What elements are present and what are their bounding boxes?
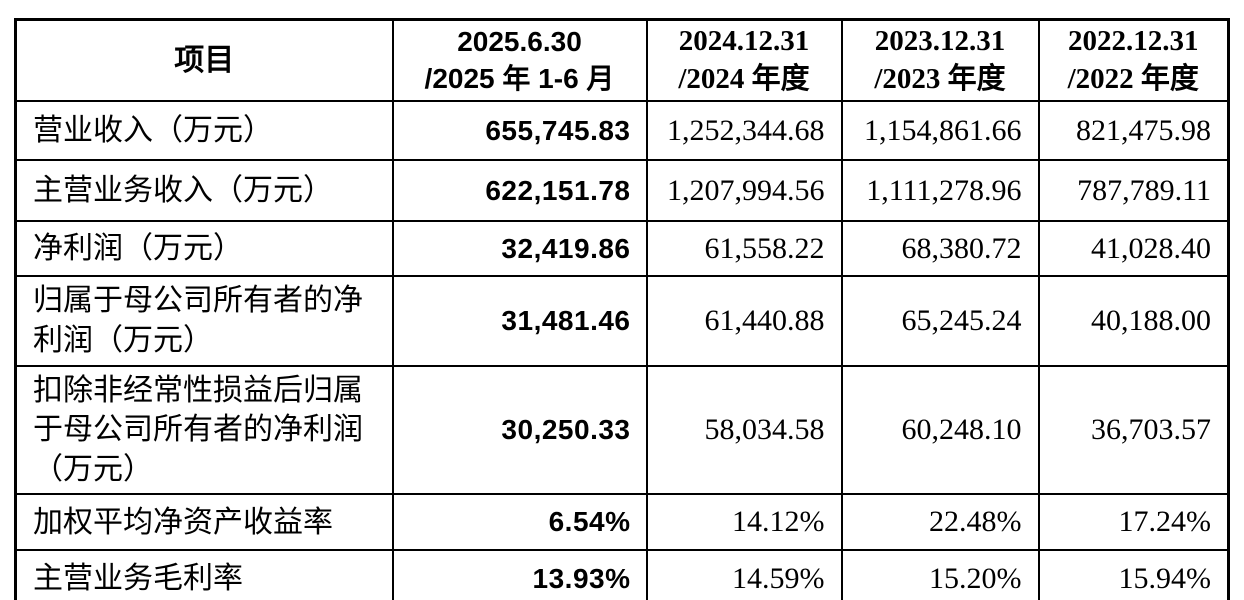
header-period-range: /2025 年 1-6 月 [424,62,615,94]
cell-value: 60,248.10 [840,364,1040,496]
cell-value: 787,789.11 [1037,159,1230,223]
cell-value: 1,111,278.96 [840,159,1040,223]
cell-value: 1,207,994.56 [645,159,843,223]
header-period-2023: 2023.12.31 /2023 年度 [840,18,1040,103]
cell-value: 30,250.33 [391,364,648,496]
header-period-2022: 2022.12.31 /2022 年度 [1037,18,1230,103]
cell-value: 6.54% [391,493,648,552]
table-row-operating-revenue: 营业收入（万元） 655,745.83 1,252,344.68 1,154,8… [14,100,1230,162]
cell-value: 68,380.72 [840,220,1040,278]
cell-value: 13.93% [391,549,648,600]
header-period-2024: 2024.12.31 /2024 年度 [645,18,843,103]
cell-value: 14.59% [645,549,843,600]
cell-value: 14.12% [645,493,843,552]
cell-value: 1,252,344.68 [645,100,843,162]
cell-value: 40,188.00 [1037,275,1230,367]
header-period-date: 2024.12.31 [678,25,810,57]
cell-value: 15.20% [840,549,1040,600]
cell-value: 61,440.88 [645,275,843,367]
financial-summary-table: 项目 2025.6.30 /2025 年 1-6 月 2024.12.31 /2… [14,18,1230,600]
header-period-date: 2025.6.30 [457,26,582,58]
cell-value: 41,028.40 [1037,220,1230,278]
row-label: 归属于母公司所有者的净利润（万元） [14,275,394,367]
header-period-2025: 2025.6.30 /2025 年 1-6 月 [391,18,648,103]
table-row-main-business-revenue: 主营业务收入（万元） 622,151.78 1,207,994.56 1,111… [14,159,1230,223]
row-label: 加权平均净资产收益率 [14,493,394,552]
cell-value: 15.94% [1037,549,1230,600]
cell-value: 31,481.46 [391,275,648,367]
cell-value: 58,034.58 [645,364,843,496]
cell-value: 17.24% [1037,493,1230,552]
cell-value: 32,419.86 [391,220,648,278]
header-period-date: 2023.12.31 [874,25,1006,57]
table-row-main-business-gross-margin: 主营业务毛利率 13.93% 14.59% 15.20% 15.94% [14,549,1230,600]
row-label: 营业收入（万元） [14,100,394,162]
row-label: 净利润（万元） [14,220,394,278]
cell-value: 61,558.22 [645,220,843,278]
row-label: 主营业务毛利率 [14,549,394,600]
row-label: 扣除非经常性损益后归属于母公司所有者的净利润（万元） [14,364,394,496]
header-period-date: 2022.12.31 [1068,25,1199,57]
header-period-range: /2024 年度 [678,62,810,95]
cell-value: 655,745.83 [391,100,648,162]
header-period-range: /2022 年度 [1067,62,1199,95]
table-row-net-profit-parent-excl-nonrecurring: 扣除非经常性损益后归属于母公司所有者的净利润（万元） 30,250.33 58,… [14,364,1230,496]
table-row-net-profit: 净利润（万元） 32,419.86 61,558.22 68,380.72 41… [14,220,1230,278]
header-item: 项目 [14,18,394,103]
row-label: 主营业务收入（万元） [14,159,394,223]
header-row: 项目 2025.6.30 /2025 年 1-6 月 2024.12.31 /2… [14,18,1230,103]
table-row-net-profit-parent: 归属于母公司所有者的净利润（万元） 31,481.46 61,440.88 65… [14,275,1230,367]
cell-value: 1,154,861.66 [840,100,1040,162]
cell-value: 821,475.98 [1037,100,1230,162]
cell-value: 36,703.57 [1037,364,1230,496]
table-row-weighted-avg-roe: 加权平均净资产收益率 6.54% 14.12% 22.48% 17.24% [14,493,1230,552]
cell-value: 622,151.78 [391,159,648,223]
cell-value: 65,245.24 [840,275,1040,367]
header-period-range: /2023 年度 [874,62,1006,95]
cell-value: 22.48% [840,493,1040,552]
